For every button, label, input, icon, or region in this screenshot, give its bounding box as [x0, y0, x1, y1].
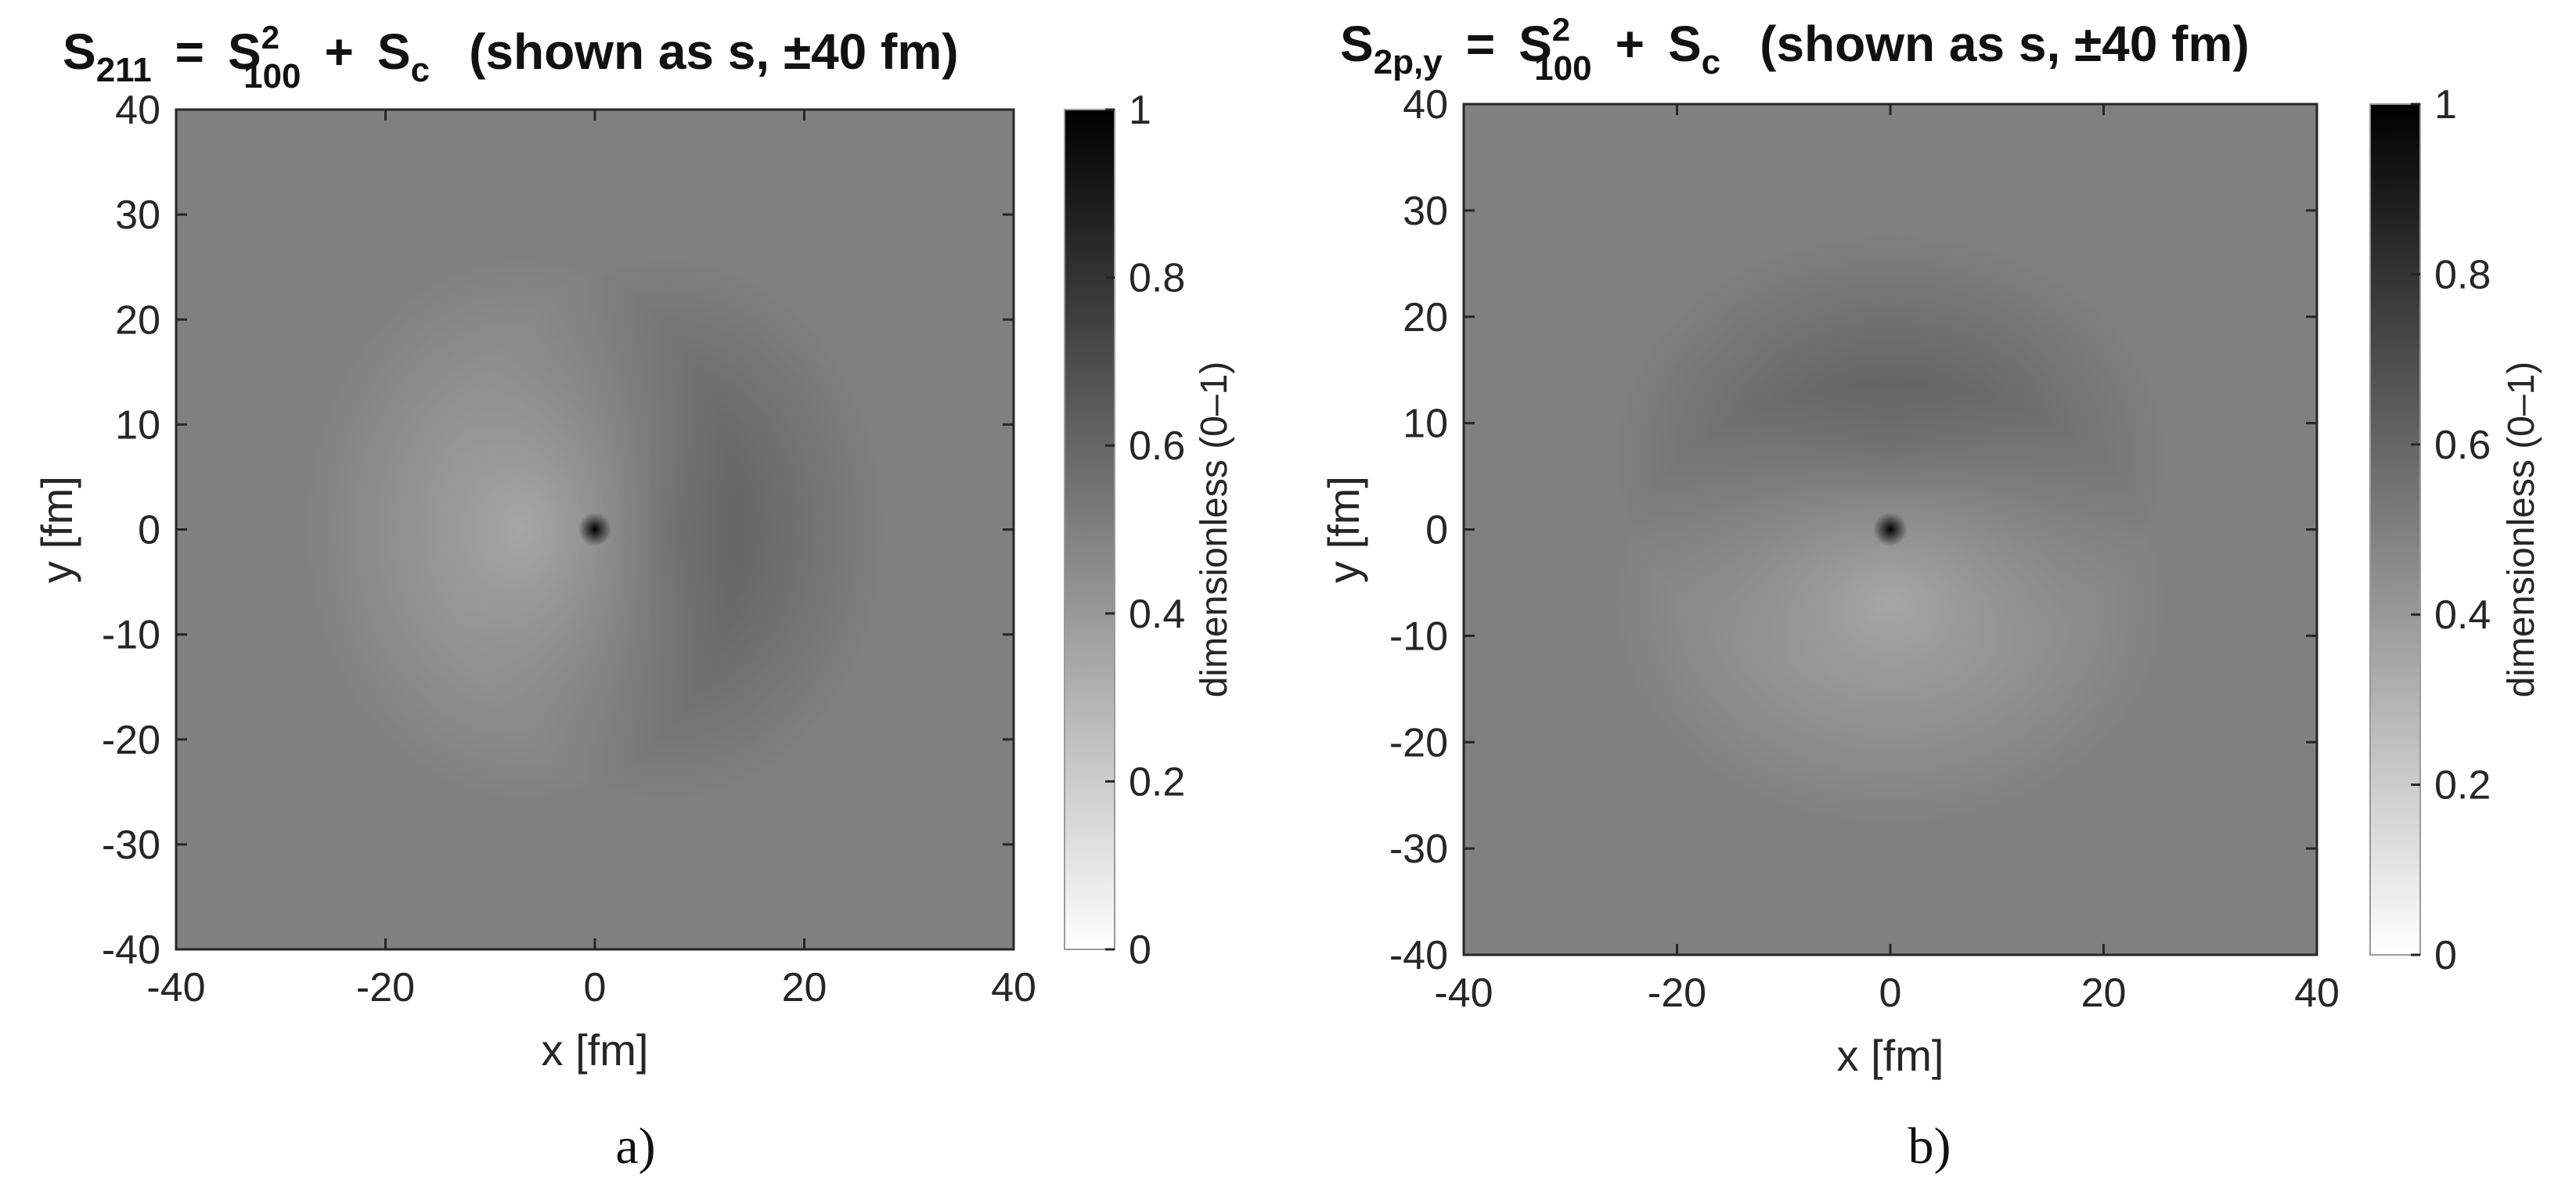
chart-title: S2p,y = S2 100 + Sc (shown as s, ±40 fm) — [1340, 11, 2250, 88]
x-tick-label: -20 — [356, 965, 415, 1010]
x-axis-label: x [fm] — [1837, 1031, 1944, 1080]
colorbar — [2369, 103, 2421, 956]
y-tick-label: -10 — [102, 613, 160, 658]
colorbar-tick-label: 0 — [2434, 933, 2457, 978]
colorbar-label: dimensionless (0–1) — [2501, 362, 2542, 698]
panel-label: a) — [615, 1118, 655, 1175]
colorbar-tick-label: 0.4 — [1129, 592, 1185, 637]
x-tick-label: -40 — [1434, 971, 1493, 1016]
x-tick-label: 20 — [2081, 971, 2127, 1016]
y-tick-label: 0 — [138, 508, 160, 553]
heatmap-core — [1873, 512, 1908, 547]
y-tick-label: 10 — [1403, 402, 1448, 447]
y-tick-label: 20 — [115, 297, 160, 343]
colorbar-tick-label: 0.2 — [2434, 763, 2491, 808]
chart-title: S211 = S2 100 + Sc (shown as s, ±40 fm) — [63, 19, 959, 95]
colorbar-tick-label: 0 — [1129, 927, 1151, 973]
y-axis-label: y [fm] — [1319, 476, 1368, 583]
y-tick-label: 30 — [115, 193, 160, 238]
colorbar-tick-label: 1 — [1129, 88, 1151, 133]
colorbar-label: dimensionless (0–1) — [1194, 362, 1235, 698]
y-tick-label: 10 — [115, 402, 160, 448]
x-tick-label: 40 — [2294, 971, 2340, 1016]
y-tick-label: -40 — [1389, 933, 1448, 978]
colorbar-tick-label: 0.4 — [2434, 592, 2491, 638]
x-tick-label: 20 — [782, 965, 827, 1010]
y-tick-label: -10 — [1389, 614, 1448, 659]
heatmap-light-lobe — [304, 257, 740, 802]
y-tick-label: -20 — [102, 718, 160, 763]
x-axis-label: x [fm] — [542, 1025, 649, 1075]
x-tick-label: -40 — [146, 965, 205, 1010]
y-axis-label: y [fm] — [32, 476, 81, 583]
colorbar-tick-label: 0.6 — [2434, 423, 2491, 468]
x-tick-label: 40 — [991, 965, 1036, 1010]
y-tick-label: -30 — [1389, 826, 1448, 872]
y-tick-label: -20 — [1389, 720, 1448, 765]
colorbar — [1064, 109, 1115, 950]
panel-label: b) — [1908, 1118, 1951, 1175]
x-tick-label: 0 — [1879, 971, 1902, 1016]
y-tick-label: 40 — [1403, 82, 1448, 128]
colorbar-tick-label: 0.8 — [2434, 252, 2491, 297]
colorbar-tick-label: 0.2 — [1129, 759, 1185, 805]
y-tick-label: 40 — [115, 88, 160, 133]
y-tick-label: -40 — [102, 927, 160, 973]
y-tick-label: -30 — [102, 823, 160, 868]
y-tick-label: 30 — [1403, 189, 1448, 234]
heatmap-light-lobe — [1612, 382, 2168, 826]
colorbar-tick-label: 0.6 — [1129, 423, 1185, 469]
heatmap-core — [578, 513, 612, 546]
x-tick-label: 0 — [584, 965, 607, 1010]
y-tick-label: 0 — [1425, 508, 1448, 553]
colorbar-tick-label: 1 — [2434, 82, 2457, 128]
y-tick-label: 20 — [1403, 295, 1448, 340]
x-tick-label: -20 — [1648, 971, 1706, 1016]
colorbar-tick-label: 0.8 — [1129, 256, 1185, 301]
